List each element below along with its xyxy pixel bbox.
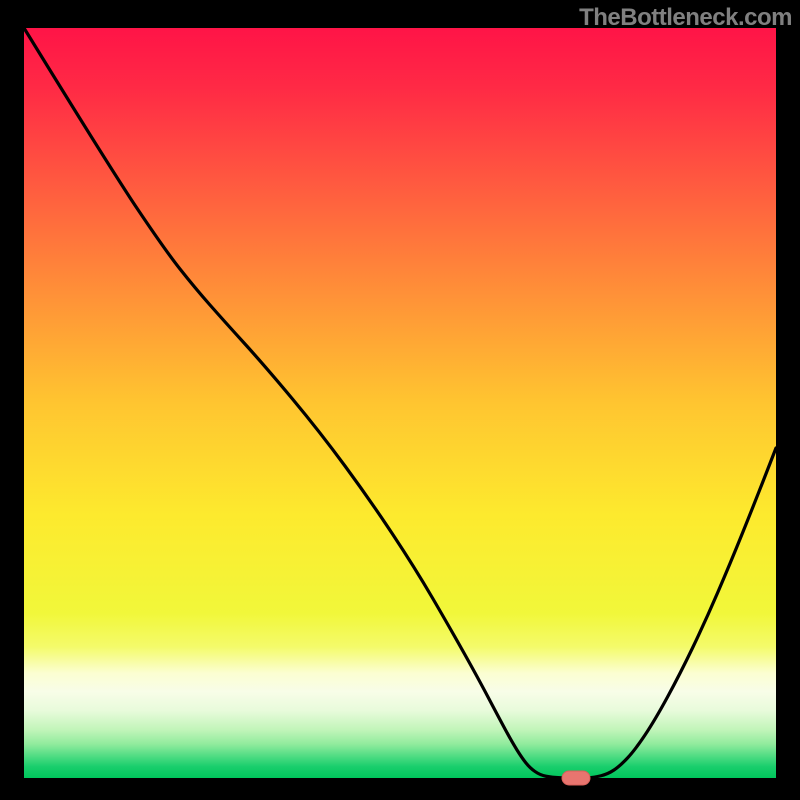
plot-background [24,28,776,778]
optimal-marker [562,771,590,785]
chart-container: TheBottleneck.com [0,0,800,800]
watermark-label: TheBottleneck.com [579,4,792,32]
bottleneck-chart [0,0,800,800]
